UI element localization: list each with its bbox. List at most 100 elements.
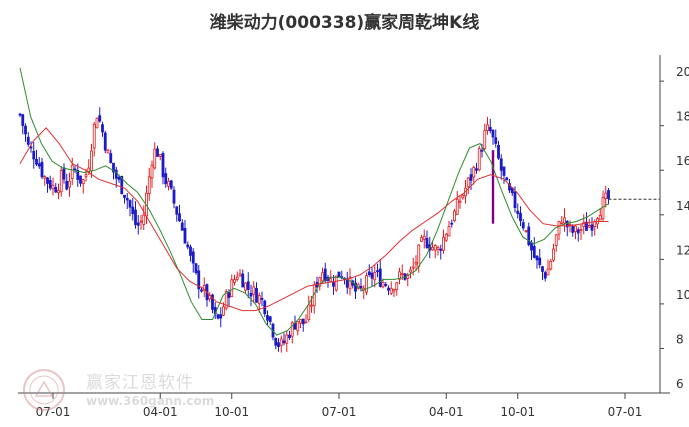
candle-body <box>76 170 80 180</box>
x-tick-label: 10-01 <box>214 405 249 419</box>
candle-body <box>136 222 140 226</box>
candle-body <box>354 282 357 292</box>
candle-body <box>381 281 385 288</box>
candle-body <box>387 287 390 291</box>
candle-body <box>299 319 302 324</box>
candle-body <box>494 137 498 144</box>
y-tick-label: 18 <box>676 110 689 124</box>
candle-body <box>18 113 22 116</box>
candle-body <box>260 298 264 300</box>
x-tick-label: 04-01 <box>429 405 464 419</box>
candle-body <box>211 294 214 310</box>
candle-body <box>587 225 591 228</box>
candle-body <box>65 180 69 190</box>
candle-body <box>480 149 484 152</box>
candle-body <box>321 272 324 282</box>
candle-body <box>508 183 511 191</box>
candle-body <box>24 125 27 135</box>
watermark-brand: 赢家江恩软件 <box>86 373 194 393</box>
candle-body <box>230 279 234 297</box>
candle-body <box>422 235 426 240</box>
candle-body <box>131 206 135 215</box>
candle-body <box>549 260 553 270</box>
candle-body <box>593 221 597 228</box>
candle-body <box>194 263 198 274</box>
candle-body <box>395 282 399 290</box>
candle-body <box>431 247 434 251</box>
candle-body <box>120 176 124 195</box>
x-tick-label: 10-01 <box>500 405 535 419</box>
candle-body <box>48 180 52 189</box>
candle-body <box>114 169 118 179</box>
candle-body <box>334 275 338 291</box>
candle-body <box>348 276 352 290</box>
candle-body <box>400 273 404 276</box>
candle-body <box>117 176 121 180</box>
candle-body <box>32 150 36 160</box>
candle-body <box>29 146 33 149</box>
candle-body <box>54 187 58 193</box>
candle-body <box>189 246 192 256</box>
candle-body <box>425 238 429 248</box>
candle-body <box>244 282 247 291</box>
candle-body <box>21 114 25 126</box>
candle-body <box>477 148 481 171</box>
candle-body <box>538 257 542 266</box>
candle-body <box>516 210 520 214</box>
candle-body <box>433 245 437 251</box>
candle-body <box>304 321 308 324</box>
candle-body <box>411 266 415 269</box>
candle-body <box>392 289 396 292</box>
candle-body <box>301 318 305 325</box>
candle-body <box>582 221 586 227</box>
candle-body <box>442 236 445 251</box>
candle-body <box>296 321 300 332</box>
candle-body <box>227 292 231 298</box>
x-tick-label: 07-01 <box>36 405 71 419</box>
candle-body <box>607 190 610 200</box>
candle-body <box>398 271 401 280</box>
candle-body <box>241 273 245 288</box>
candle-body <box>290 322 294 337</box>
candle-body <box>497 144 500 159</box>
candle-body <box>128 200 132 208</box>
candle-body <box>90 150 93 172</box>
candle-body <box>590 224 594 231</box>
candle-body <box>491 129 495 138</box>
candle-body <box>26 136 30 145</box>
candle-body <box>472 167 476 178</box>
candle-body <box>307 304 311 321</box>
candle-body <box>483 130 487 150</box>
candle-body <box>436 247 440 250</box>
candle-body <box>186 244 190 248</box>
candle-body <box>142 214 146 225</box>
candle-body <box>337 271 341 278</box>
candle-body <box>439 248 443 251</box>
candle-body <box>370 272 374 279</box>
candle-body <box>367 271 371 276</box>
candle-body <box>532 245 536 258</box>
candle-body <box>125 198 129 201</box>
y-tick-label: 8 <box>676 332 684 346</box>
candle-body <box>84 174 88 178</box>
candle-body <box>103 132 107 151</box>
candle-body <box>546 268 550 276</box>
candle-body <box>51 184 55 190</box>
candle-body <box>191 251 195 264</box>
candle-body <box>252 286 256 295</box>
candle-body <box>37 163 41 167</box>
candle-body <box>68 180 71 188</box>
candle-body <box>560 222 564 225</box>
candle-body <box>200 289 203 292</box>
candle-body <box>123 194 126 198</box>
candlestick-series <box>18 107 610 353</box>
candle-body <box>499 158 503 171</box>
candle-body <box>172 189 176 204</box>
y-tick-label: 20 <box>676 65 689 79</box>
candle-body <box>598 214 602 221</box>
candle-body <box>46 177 49 184</box>
y-tick-label: 6 <box>676 377 684 391</box>
candle-body <box>585 221 588 231</box>
candle-body <box>183 228 187 244</box>
candle-body <box>513 191 517 208</box>
